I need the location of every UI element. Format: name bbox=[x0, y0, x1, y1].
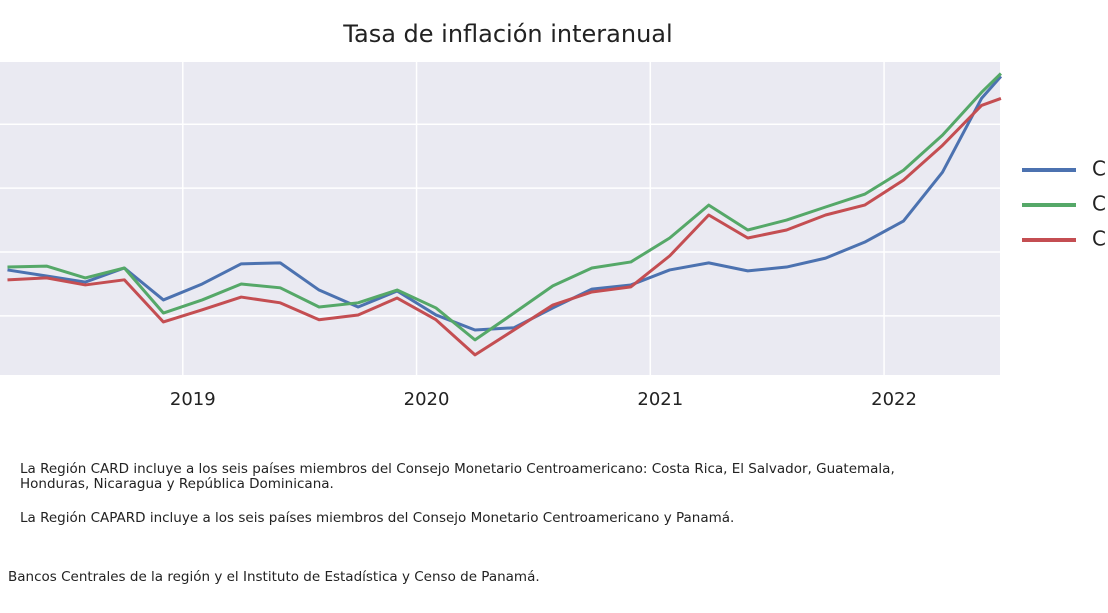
note: La Región CARD incluye a los seis países… bbox=[20, 461, 895, 492]
x-tick-label: 2019 bbox=[170, 389, 216, 410]
source: Bancos Centrales de la región y el Insti… bbox=[8, 569, 540, 585]
x-tick-label: 2022 bbox=[871, 389, 917, 410]
series-line bbox=[7, 72, 1002, 342]
chart-title: Tasa de inflación interanual bbox=[342, 20, 672, 48]
series-line bbox=[7, 75, 1003, 332]
x-tick-label: 2021 bbox=[637, 389, 683, 410]
legend-label: C bbox=[1092, 157, 1106, 181]
x-tick-label: 2020 bbox=[404, 389, 450, 410]
legend-label: C bbox=[1092, 192, 1106, 216]
note: La Región CAPARD incluye a los seis país… bbox=[20, 510, 735, 526]
chart: Tasa de inflación interanual 2019 2020 202… bbox=[0, 20, 1106, 410]
legend-label: C bbox=[1092, 227, 1106, 251]
series-line bbox=[7, 96, 1002, 357]
